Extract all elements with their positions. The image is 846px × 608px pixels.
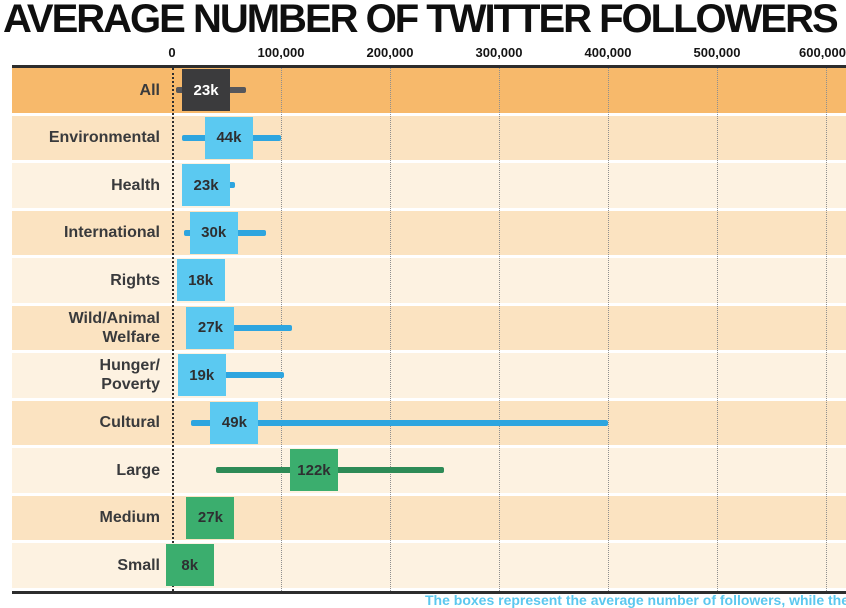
x-axis-tick-label: 500,000 [693,45,741,60]
gridline [390,68,391,591]
x-axis-tick-label: 100,000 [257,45,305,60]
average-value-box: 8k [165,544,214,586]
chart-area: All 23k Environmental 44k Health 23k Internati… [12,65,846,594]
gridline [499,68,500,591]
average-value-box: 27k [186,496,235,539]
average-value-box: 19k [177,354,226,396]
average-value-box: 23k [182,164,231,206]
row-environmental: Environmental 44k [12,115,846,160]
row-international: International 30k [12,210,846,255]
gridline [717,68,718,591]
row-label: Wild/Animal Welfare [68,309,160,346]
row-label: Health [111,176,160,194]
range-line [185,372,285,379]
row-medium: Medium 27k [12,495,846,540]
x-axis-tick-label: 200,000 [366,45,414,60]
row-label: Medium [99,509,160,527]
row-label: All [139,81,160,99]
row-label: Rights [110,271,160,289]
row-large: Large 122k [12,448,846,493]
row-health: Health 23k [12,163,846,208]
x-axis-tick-label: 0 [168,45,176,60]
average-value-box: 30k [189,211,238,254]
row-cultural: Cultural 49k [12,400,846,445]
average-value-box: 23k [182,69,231,111]
x-axis-tick-label: 300,000 [475,45,523,60]
row-all: All 23k [12,68,846,113]
chart-title: AVERAGE NUMBER OF TWITTER FOLLOWERS [3,0,839,41]
row-label: Environmental [48,129,160,147]
range-line [193,324,292,331]
x-axis-tick-label: 400,000 [584,45,632,60]
x-axis-tick-label: 600,000 [799,45,846,60]
row-small: Small 8k [12,543,846,588]
x-axis: 0 100,000 200,000 300,000 400,000 500,000 600,… [12,40,846,62]
row-rights: Rights 18k [12,258,846,303]
average-value-box: 18k [176,259,225,301]
range-line [190,419,608,426]
caption-legend-text: The boxes represent the average number o… [425,592,846,608]
row-hunger-poverty: Hunger/Poverty 19k [12,353,846,398]
row-label: Hunger/Poverty [99,357,160,394]
average-value-box: 49k [210,401,259,444]
row-label: Large [116,461,160,479]
average-value-box: 27k [186,306,235,349]
zero-gridline [172,68,174,591]
gridline [826,68,827,591]
gridline [608,68,609,591]
row-label: International [63,224,160,242]
row-wild-animal-welfare: Wild/Animal Welfare 27k [12,305,846,350]
average-value-box: 44k [204,116,253,159]
row-label: Small [117,556,160,574]
row-label: Cultural [99,414,160,432]
average-value-box: 122k [289,449,338,491]
